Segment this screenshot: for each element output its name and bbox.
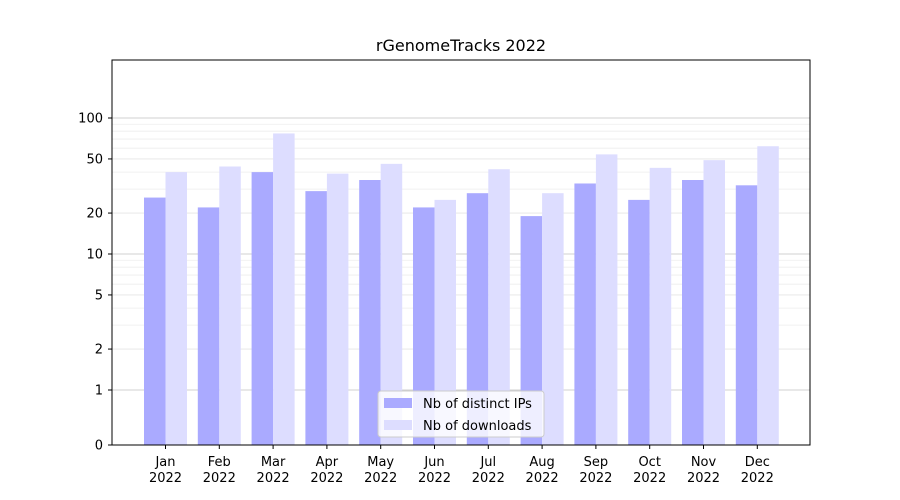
y-tick-label: 2 <box>95 343 103 358</box>
bar-downloads <box>488 169 510 445</box>
y-tick-label: 100 <box>78 112 103 127</box>
x-tick-label-year: 2022 <box>364 471 397 486</box>
x-tick-label-month: Jul <box>479 455 496 470</box>
bar-ips <box>197 207 220 445</box>
y-tick-label: 10 <box>86 248 103 263</box>
bar-downloads <box>542 193 564 445</box>
legend-box <box>377 390 545 438</box>
bar-ips <box>413 207 435 445</box>
y-tick-label: 50 <box>86 152 103 167</box>
y-axis: 0 1 2 5 10 20 50 100 <box>78 112 112 454</box>
bar-ips <box>574 183 596 445</box>
x-tick-label-year: 2022 <box>687 471 720 486</box>
bar-ips <box>735 185 758 445</box>
bar-ips <box>359 180 381 445</box>
legend-swatch-downloads <box>384 420 412 430</box>
bar-downloads <box>757 146 779 445</box>
bar-ips <box>144 197 166 445</box>
x-tick-label-year: 2022 <box>579 471 612 486</box>
bar-ips <box>251 172 274 445</box>
legend: Nb of distinct IPs Nb of downloads <box>377 390 545 438</box>
legend-label-ips: Nb of distinct IPs <box>423 397 532 412</box>
x-tick-label-year: 2022 <box>633 471 666 486</box>
x-tick-label-year: 2022 <box>418 471 451 486</box>
bar-ips <box>305 191 327 445</box>
bar-ips <box>466 193 489 445</box>
bar-downloads <box>165 172 187 445</box>
x-tick-label-year: 2022 <box>257 471 290 486</box>
x-tick-label-year: 2022 <box>526 471 559 486</box>
bar-downloads <box>703 160 725 445</box>
x-tick-label-year: 2022 <box>741 471 774 486</box>
legend-swatch-ips <box>384 398 412 408</box>
y-tick-label: 20 <box>86 207 103 222</box>
x-tick-label-month: Jun <box>423 455 444 470</box>
x-tick-label-year: 2022 <box>472 471 505 486</box>
x-tick-label-year: 2022 <box>149 471 182 486</box>
x-tick-label-month: Sep <box>584 455 609 470</box>
x-tick-label-month: Mar <box>261 455 286 470</box>
bar-downloads <box>595 154 618 445</box>
x-tick-label-month: Oct <box>638 455 660 470</box>
y-tick-label: 1 <box>95 384 103 399</box>
bar-downloads <box>326 173 349 445</box>
bar-downloads <box>273 133 295 445</box>
plot-frame <box>111 59 811 446</box>
bar-ips <box>682 180 704 445</box>
y-tick-label: 0 <box>95 439 103 454</box>
bar-ips <box>628 199 650 445</box>
x-tick-label-month: Aug <box>529 455 554 470</box>
x-tick-label-month: Feb <box>208 455 231 470</box>
y-tick-label: 5 <box>95 288 103 303</box>
bar-downloads <box>649 167 672 445</box>
bar-downloads <box>219 166 241 446</box>
bar-downloads <box>434 199 456 445</box>
x-tick-label-year: 2022 <box>310 471 343 486</box>
x-tick-label-month: Dec <box>745 455 770 470</box>
x-tick-label-month: Jan <box>154 455 175 470</box>
x-axis: Jan2022Feb2022Mar2022Apr2022May2022Jun20… <box>149 445 774 486</box>
bar-ips <box>520 216 543 445</box>
bars <box>144 133 779 446</box>
legend-label-downloads: Nb of downloads <box>423 419 532 434</box>
x-tick-label-year: 2022 <box>203 471 236 486</box>
chart-title: rGenomeTracks 2022 <box>376 36 546 55</box>
bar-downloads <box>380 163 403 445</box>
x-tick-label-month: May <box>367 455 394 470</box>
x-tick-label-month: Nov <box>691 455 717 470</box>
x-tick-label-month: Apr <box>316 455 339 470</box>
